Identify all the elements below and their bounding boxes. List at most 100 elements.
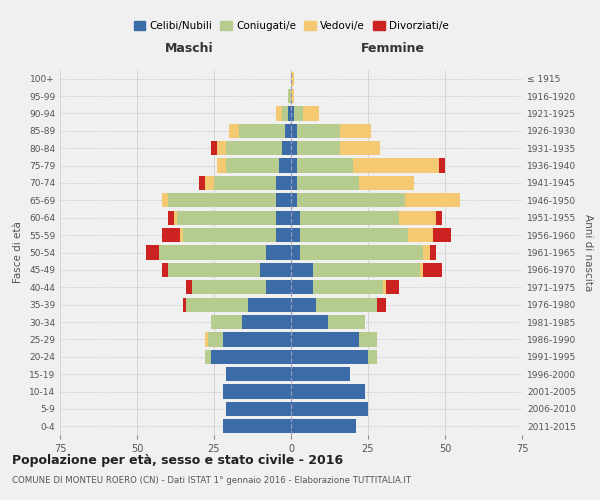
- Bar: [328, 315, 365, 329]
- Text: Maschi: Maschi: [165, 42, 214, 56]
- Bar: [208, 332, 223, 346]
- Bar: [297, 193, 405, 208]
- Bar: [291, 210, 300, 225]
- Bar: [291, 280, 313, 294]
- Bar: [223, 419, 291, 434]
- Bar: [294, 106, 304, 120]
- Bar: [424, 263, 442, 277]
- Bar: [300, 246, 424, 260]
- Bar: [377, 298, 386, 312]
- Bar: [288, 106, 291, 120]
- Bar: [275, 106, 282, 120]
- Bar: [297, 141, 340, 156]
- Bar: [223, 332, 291, 346]
- Bar: [168, 193, 275, 208]
- Bar: [291, 124, 297, 138]
- Bar: [168, 263, 260, 277]
- Bar: [275, 176, 291, 190]
- Bar: [180, 228, 183, 242]
- Bar: [291, 176, 297, 190]
- Bar: [217, 141, 226, 156]
- Bar: [300, 210, 399, 225]
- Bar: [205, 176, 214, 190]
- Bar: [291, 315, 328, 329]
- Bar: [266, 246, 291, 260]
- Bar: [158, 246, 266, 260]
- Bar: [275, 210, 291, 225]
- Bar: [217, 158, 226, 172]
- Bar: [383, 280, 386, 294]
- Bar: [291, 246, 300, 260]
- Bar: [297, 158, 353, 172]
- Bar: [421, 263, 424, 277]
- Bar: [313, 280, 383, 294]
- Bar: [297, 176, 359, 190]
- Bar: [239, 124, 285, 138]
- Legend: Celibi/Nubili, Coniugati/e, Vedovi/e, Divorziati/e: Celibi/Nubili, Coniugati/e, Vedovi/e, Di…: [130, 17, 452, 35]
- Bar: [266, 280, 291, 294]
- Bar: [297, 124, 340, 138]
- Bar: [291, 89, 294, 103]
- Bar: [260, 263, 291, 277]
- Bar: [313, 263, 421, 277]
- Bar: [186, 280, 193, 294]
- Bar: [291, 158, 297, 172]
- Text: COMUNE DI MONTEU ROERO (CN) - Dati ISTAT 1° gennaio 2016 - Elaborazione TUTTITAL: COMUNE DI MONTEU ROERO (CN) - Dati ISTAT…: [12, 476, 411, 485]
- Bar: [359, 332, 377, 346]
- Bar: [386, 280, 399, 294]
- Bar: [226, 402, 291, 416]
- Bar: [282, 106, 288, 120]
- Bar: [291, 402, 368, 416]
- Bar: [300, 228, 408, 242]
- Bar: [226, 141, 282, 156]
- Bar: [242, 315, 291, 329]
- Bar: [291, 263, 313, 277]
- Bar: [291, 106, 294, 120]
- Bar: [275, 193, 291, 208]
- Bar: [340, 124, 371, 138]
- Bar: [183, 298, 186, 312]
- Bar: [291, 367, 350, 382]
- Text: Popolazione per età, sesso e stato civile - 2016: Popolazione per età, sesso e stato civil…: [12, 454, 343, 467]
- Y-axis label: Fasce di età: Fasce di età: [13, 222, 23, 284]
- Bar: [291, 332, 359, 346]
- Bar: [193, 280, 266, 294]
- Bar: [430, 246, 436, 260]
- Bar: [205, 332, 208, 346]
- Bar: [408, 228, 433, 242]
- Bar: [424, 246, 430, 260]
- Bar: [316, 298, 377, 312]
- Bar: [211, 315, 242, 329]
- Bar: [405, 193, 460, 208]
- Bar: [291, 141, 297, 156]
- Bar: [436, 210, 442, 225]
- Bar: [291, 228, 300, 242]
- Bar: [226, 158, 278, 172]
- Bar: [368, 350, 377, 364]
- Bar: [278, 158, 291, 172]
- Bar: [186, 298, 248, 312]
- Bar: [161, 193, 168, 208]
- Bar: [199, 176, 205, 190]
- Bar: [168, 210, 174, 225]
- Bar: [229, 124, 239, 138]
- Bar: [304, 106, 319, 120]
- Bar: [291, 384, 365, 398]
- Bar: [226, 367, 291, 382]
- Bar: [285, 124, 291, 138]
- Bar: [177, 210, 275, 225]
- Bar: [183, 228, 275, 242]
- Bar: [223, 384, 291, 398]
- Bar: [205, 350, 211, 364]
- Bar: [359, 176, 414, 190]
- Bar: [211, 350, 291, 364]
- Bar: [439, 158, 445, 172]
- Bar: [291, 193, 297, 208]
- Bar: [275, 228, 291, 242]
- Bar: [291, 419, 356, 434]
- Bar: [353, 158, 439, 172]
- Bar: [161, 263, 168, 277]
- Bar: [291, 350, 368, 364]
- Bar: [282, 141, 291, 156]
- Bar: [248, 298, 291, 312]
